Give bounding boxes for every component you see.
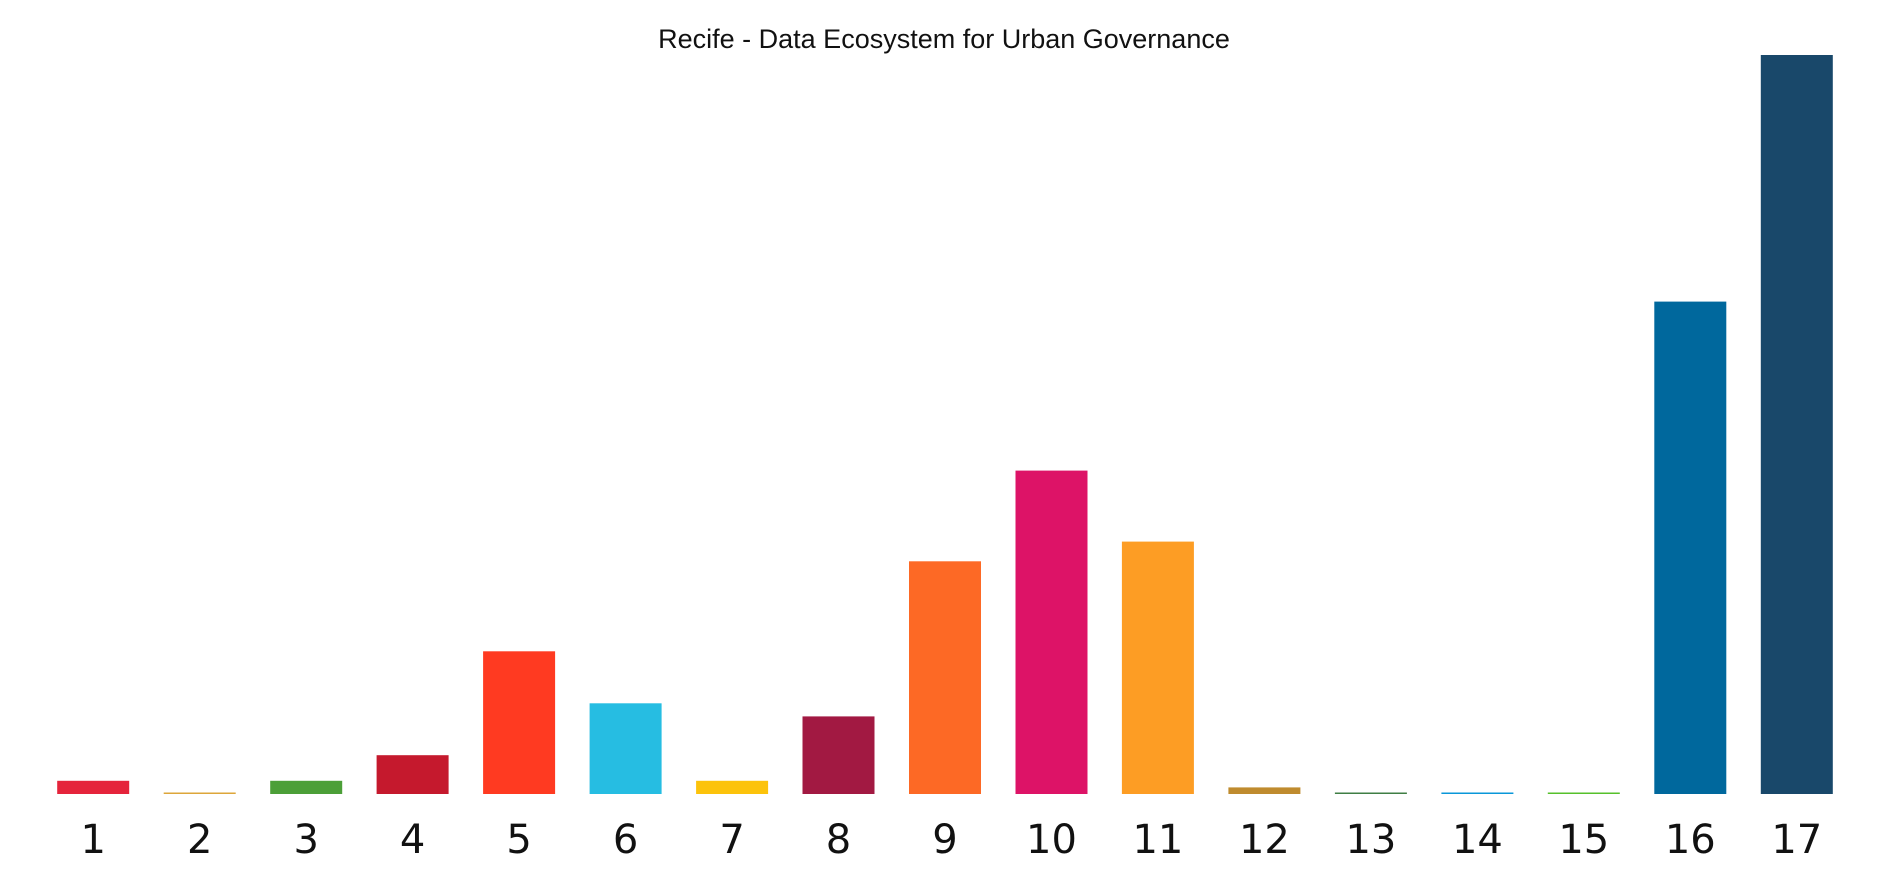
x-tick-label-8: 8 <box>826 817 851 863</box>
x-tick-label-14: 14 <box>1452 817 1503 863</box>
x-tick-label-10: 10 <box>1026 817 1077 863</box>
x-tick-label-12: 12 <box>1239 817 1290 863</box>
bar-14 <box>1441 792 1514 794</box>
x-tick-label-17: 17 <box>1771 817 1822 863</box>
x-tick-label-15: 15 <box>1558 817 1609 863</box>
x-tick-label-9: 9 <box>932 817 957 863</box>
bar-3 <box>270 780 343 794</box>
bar-13 <box>1334 792 1407 794</box>
x-tick-label-6: 6 <box>613 817 638 863</box>
x-tick-label-4: 4 <box>400 817 425 863</box>
bar-12 <box>1228 787 1301 794</box>
x-tick-label-3: 3 <box>293 817 318 863</box>
bar-6 <box>589 703 662 794</box>
bar-1 <box>57 780 130 794</box>
x-tick-label-13: 13 <box>1345 817 1396 863</box>
bar-5 <box>483 651 556 794</box>
bar-8 <box>802 716 875 794</box>
bar-2 <box>163 792 236 794</box>
x-tick-label-16: 16 <box>1665 817 1716 863</box>
bars-group <box>57 55 1833 794</box>
bar-7 <box>696 780 769 794</box>
x-tick-label-11: 11 <box>1132 817 1183 863</box>
bar-11 <box>1121 541 1194 794</box>
bar-15 <box>1547 792 1620 794</box>
x-tick-label-5: 5 <box>506 817 531 863</box>
bar-9 <box>909 561 981 794</box>
bar-16 <box>1654 301 1727 794</box>
bar-4 <box>376 755 449 794</box>
x-tick-label-7: 7 <box>719 817 744 863</box>
x-tick-label-1: 1 <box>80 817 105 863</box>
x-tick-label-2: 2 <box>187 817 212 863</box>
x-tick-labels: 1 2 3 4 5 6 7 8 9 10 11 12 13 14 15 16 17 <box>80 817 1822 863</box>
bar-10 <box>1015 470 1088 794</box>
chart-title: Recife - Data Ecosystem for Urban Govern… <box>658 24 1230 54</box>
bar-17 <box>1760 55 1833 794</box>
